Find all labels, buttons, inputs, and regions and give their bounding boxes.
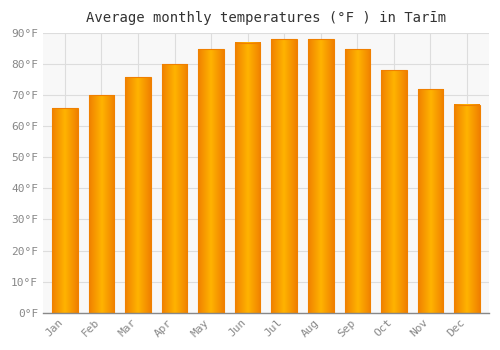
Bar (381, 70, 406, 313)
Bar (454, 105, 480, 313)
Title: Average monthly temperatures (°F ) in Tarīm: Average monthly temperatures (°F ) in Ta… (86, 11, 446, 25)
Bar (344, 49, 370, 313)
Bar (162, 64, 188, 313)
Bar (308, 40, 334, 313)
Bar (272, 40, 297, 313)
Bar (235, 43, 260, 313)
Bar (88, 95, 114, 313)
Bar (198, 49, 224, 313)
Bar (52, 108, 78, 313)
Bar (418, 89, 443, 313)
Bar (125, 77, 151, 313)
